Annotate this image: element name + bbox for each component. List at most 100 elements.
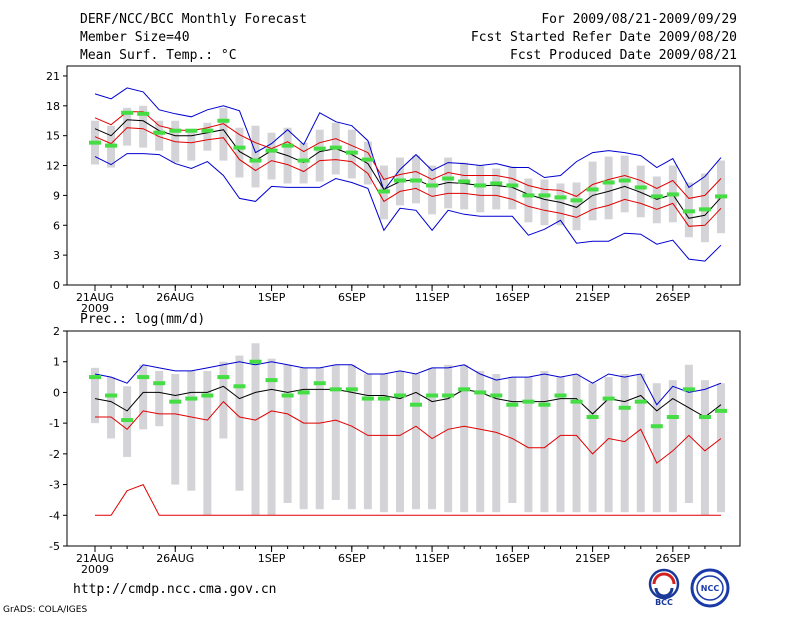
median-marker bbox=[217, 375, 230, 380]
spread-box bbox=[219, 107, 228, 161]
spread-box bbox=[620, 155, 629, 213]
x-tick-label: 21SEP bbox=[575, 552, 610, 565]
series-max bbox=[94, 361, 722, 406]
spread-box bbox=[283, 364, 292, 503]
median-marker bbox=[153, 381, 166, 386]
median-marker bbox=[650, 194, 663, 199]
median-marker bbox=[185, 128, 198, 133]
x-tick-label: 6SEP bbox=[338, 552, 366, 565]
spread-box bbox=[251, 125, 260, 188]
median-marker bbox=[442, 176, 455, 181]
spread-box bbox=[203, 122, 212, 151]
median-marker bbox=[377, 189, 390, 194]
median-marker bbox=[121, 110, 134, 115]
spread-box bbox=[636, 165, 645, 218]
spread-box bbox=[636, 374, 645, 513]
median-marker bbox=[715, 194, 727, 199]
spread-box bbox=[492, 374, 501, 513]
spread-box bbox=[139, 364, 148, 430]
spread-box bbox=[267, 358, 276, 516]
spread-box bbox=[556, 183, 565, 226]
median-marker bbox=[249, 158, 262, 163]
median-marker bbox=[698, 207, 711, 212]
y-tick-label: 0 bbox=[53, 279, 60, 292]
y-tick-label: 1 bbox=[53, 356, 60, 369]
x-tick-label: 1SEP bbox=[258, 552, 286, 565]
median-marker bbox=[490, 181, 503, 186]
spread-box bbox=[379, 374, 388, 513]
plot-frame bbox=[66, 65, 741, 286]
x-year-label: 2009 bbox=[81, 302, 109, 315]
y-tick-label: -5 bbox=[49, 540, 60, 553]
x-tick-label: 26SEP bbox=[656, 552, 691, 565]
spread-box bbox=[572, 182, 581, 231]
median-marker bbox=[377, 396, 390, 401]
median-marker bbox=[634, 185, 647, 190]
y-tick-label: 18 bbox=[46, 100, 60, 113]
spread-box bbox=[508, 377, 517, 503]
median-marker bbox=[474, 390, 487, 395]
x-tick-label: 21SEP bbox=[575, 291, 610, 304]
median-marker bbox=[442, 393, 455, 398]
source-url[interactable]: http://cmdp.ncc.cma.gov.cn bbox=[73, 582, 277, 597]
chart-title: DERF/NCC/BCC Monthly Forecast bbox=[80, 12, 307, 27]
spread-box bbox=[652, 383, 661, 513]
precipitation-title: Prec.: log(mm/d) bbox=[80, 312, 205, 327]
series-lower-member bbox=[94, 127, 722, 227]
spread-box bbox=[476, 165, 485, 213]
spread-box bbox=[412, 374, 421, 510]
median-marker bbox=[313, 146, 326, 151]
median-marker bbox=[329, 387, 342, 392]
median-marker bbox=[297, 390, 310, 395]
median-marker bbox=[522, 193, 535, 198]
spread-box bbox=[476, 370, 485, 513]
series-lower-member bbox=[95, 400, 722, 464]
spread-box bbox=[219, 361, 228, 439]
spread-box bbox=[139, 105, 148, 148]
spread-box bbox=[540, 179, 549, 226]
temperature-panel: 0 3 6 9 12 15 18 21 21AUG 26AUG 1SEP 6SEP 11SEP 16SEP… bbox=[46, 65, 741, 315]
grads-credit: GrADS: COLA/IGES bbox=[3, 605, 88, 615]
y-tick-label: 15 bbox=[46, 130, 60, 143]
spread-box bbox=[203, 370, 212, 516]
median-marker bbox=[393, 393, 406, 398]
median-marker bbox=[602, 180, 615, 185]
median-marker bbox=[474, 183, 487, 188]
y-tick-label: 0 bbox=[53, 386, 60, 399]
spread-box bbox=[428, 165, 437, 215]
series-ensemble-mean bbox=[94, 119, 722, 219]
x-tick-label: 16SEP bbox=[495, 552, 530, 565]
spread-box bbox=[604, 156, 613, 220]
precipitation-panel: -5 -4 -3 -2 -1 0 1 2 21AUG 26AUG 1SEP 6SEP 11SEP 16SE… bbox=[49, 325, 741, 576]
member-size: Member Size=40 bbox=[80, 30, 190, 45]
median-marker bbox=[666, 415, 679, 419]
fcst-produced-date: Fcst Produced Date 2009/08/21 bbox=[510, 48, 737, 63]
median-marker bbox=[490, 393, 503, 398]
median-marker bbox=[137, 375, 150, 380]
median-marker bbox=[265, 148, 278, 153]
y-tick-label: 9 bbox=[53, 189, 60, 202]
median-marker bbox=[682, 209, 695, 214]
x-tick-label: 26AUG bbox=[156, 291, 194, 304]
median-marker bbox=[650, 424, 663, 429]
spread-box bbox=[604, 377, 613, 513]
median-marker bbox=[393, 178, 406, 183]
spread-box bbox=[251, 343, 260, 516]
median-marker bbox=[361, 157, 374, 162]
x-tick-label: 16SEP bbox=[495, 291, 530, 304]
spread-box bbox=[668, 380, 677, 513]
y-tick-label: 3 bbox=[53, 249, 60, 262]
spread-box bbox=[460, 162, 469, 210]
spread-box bbox=[187, 370, 196, 491]
series-min bbox=[94, 153, 722, 262]
median-marker bbox=[345, 387, 358, 392]
median-marker bbox=[217, 118, 230, 123]
ncc-logo: NCC bbox=[690, 568, 730, 608]
median-marker bbox=[570, 399, 583, 404]
median-marker bbox=[89, 140, 101, 145]
median-marker bbox=[715, 408, 727, 413]
median-marker bbox=[361, 396, 374, 401]
bcc-logo: BCC bbox=[648, 568, 680, 607]
median-marker bbox=[458, 179, 471, 184]
